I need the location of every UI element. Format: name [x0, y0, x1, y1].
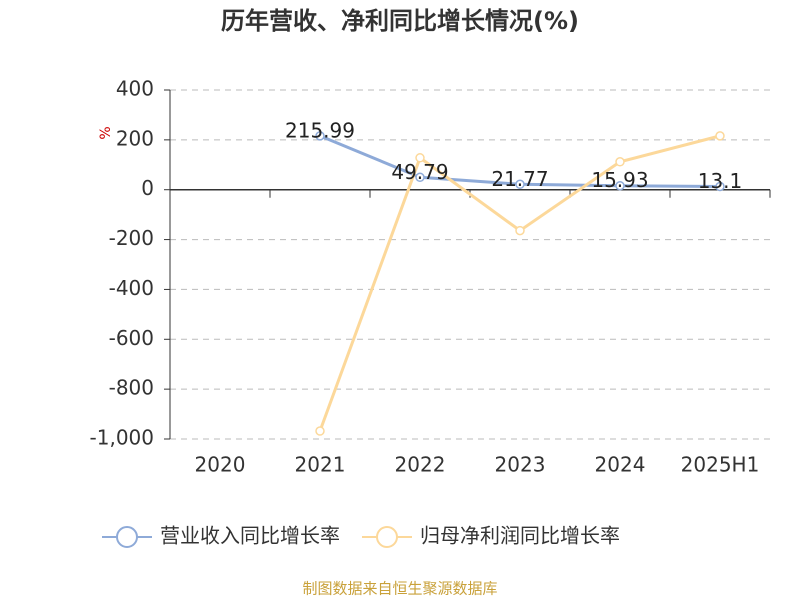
x-tick-label: 2024 [595, 453, 646, 477]
data-point [515, 179, 525, 190]
data-label: 215.99 [285, 118, 355, 142]
y-tick-label: -400 [109, 276, 154, 300]
y-tick-label: -200 [109, 226, 154, 250]
y-tick-label: -1,000 [90, 426, 154, 450]
x-tick-label: 2023 [495, 453, 546, 477]
y-tick-label: -800 [109, 376, 154, 400]
x-tick-label: 2025H1 [681, 453, 760, 477]
data-point [315, 131, 325, 141]
data-label: 13.1 [698, 169, 743, 193]
data-point [515, 225, 525, 236]
y-tick-label: 0 [141, 176, 154, 200]
x-tick-label: 2020 [195, 453, 246, 477]
data-point [415, 172, 425, 183]
legend-item: 营业收入同比增长率 [102, 524, 340, 548]
data-point [315, 426, 325, 436]
data-point [415, 153, 425, 163]
data-point [715, 131, 725, 141]
chart-title: 历年营收、净利同比增长情况(%) [221, 7, 579, 35]
x-tick-label: 2022 [395, 453, 446, 477]
data-point [615, 180, 625, 191]
data-point [715, 181, 725, 192]
legend-marker [116, 526, 138, 548]
data-point [615, 157, 625, 167]
source-note: 制图数据来自恒生聚源数据库 [302, 580, 497, 598]
y-axis-label: % [98, 126, 114, 139]
y-tick-label: 400 [116, 77, 154, 101]
legend-item: 归母净利润同比增长率 [362, 524, 620, 548]
legend-label: 营业收入同比增长率 [160, 524, 340, 548]
legend-marker [376, 526, 398, 548]
y-tick-label: -600 [109, 326, 154, 350]
data-label: 15.93 [591, 168, 648, 192]
y-tick-label: 200 [116, 126, 154, 150]
legend-label: 归母净利润同比增长率 [420, 524, 620, 548]
data-label: 21.77 [491, 167, 548, 191]
x-tick-label: 2021 [295, 453, 346, 477]
data-label: 49.79 [391, 160, 448, 184]
